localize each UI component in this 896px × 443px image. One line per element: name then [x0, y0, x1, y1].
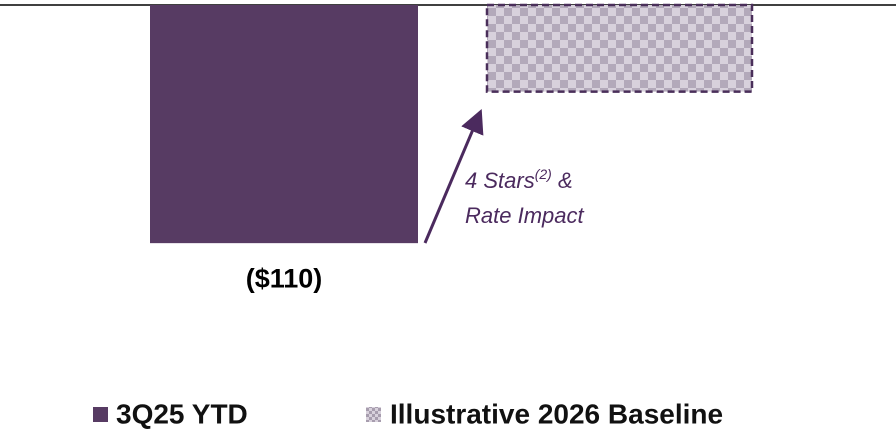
- annotation-superscript: (2): [535, 166, 552, 182]
- legend-label: Illustrative 2026 Baseline: [390, 398, 723, 429]
- annotation: 4 Stars(2) &: [465, 166, 573, 193]
- arrow: [423, 108, 484, 244]
- value-label: ($110): [246, 263, 323, 293]
- bar: [485, 3, 754, 93]
- annotation-text: 4 Stars: [465, 168, 535, 193]
- legend-swatch: [366, 407, 381, 422]
- bar: [150, 5, 418, 244]
- annotation-text: &: [552, 168, 573, 193]
- legend-swatch: [93, 407, 108, 422]
- annotation-text: Rate Impact: [465, 203, 584, 228]
- legend-label: 3Q25 YTD: [116, 398, 248, 429]
